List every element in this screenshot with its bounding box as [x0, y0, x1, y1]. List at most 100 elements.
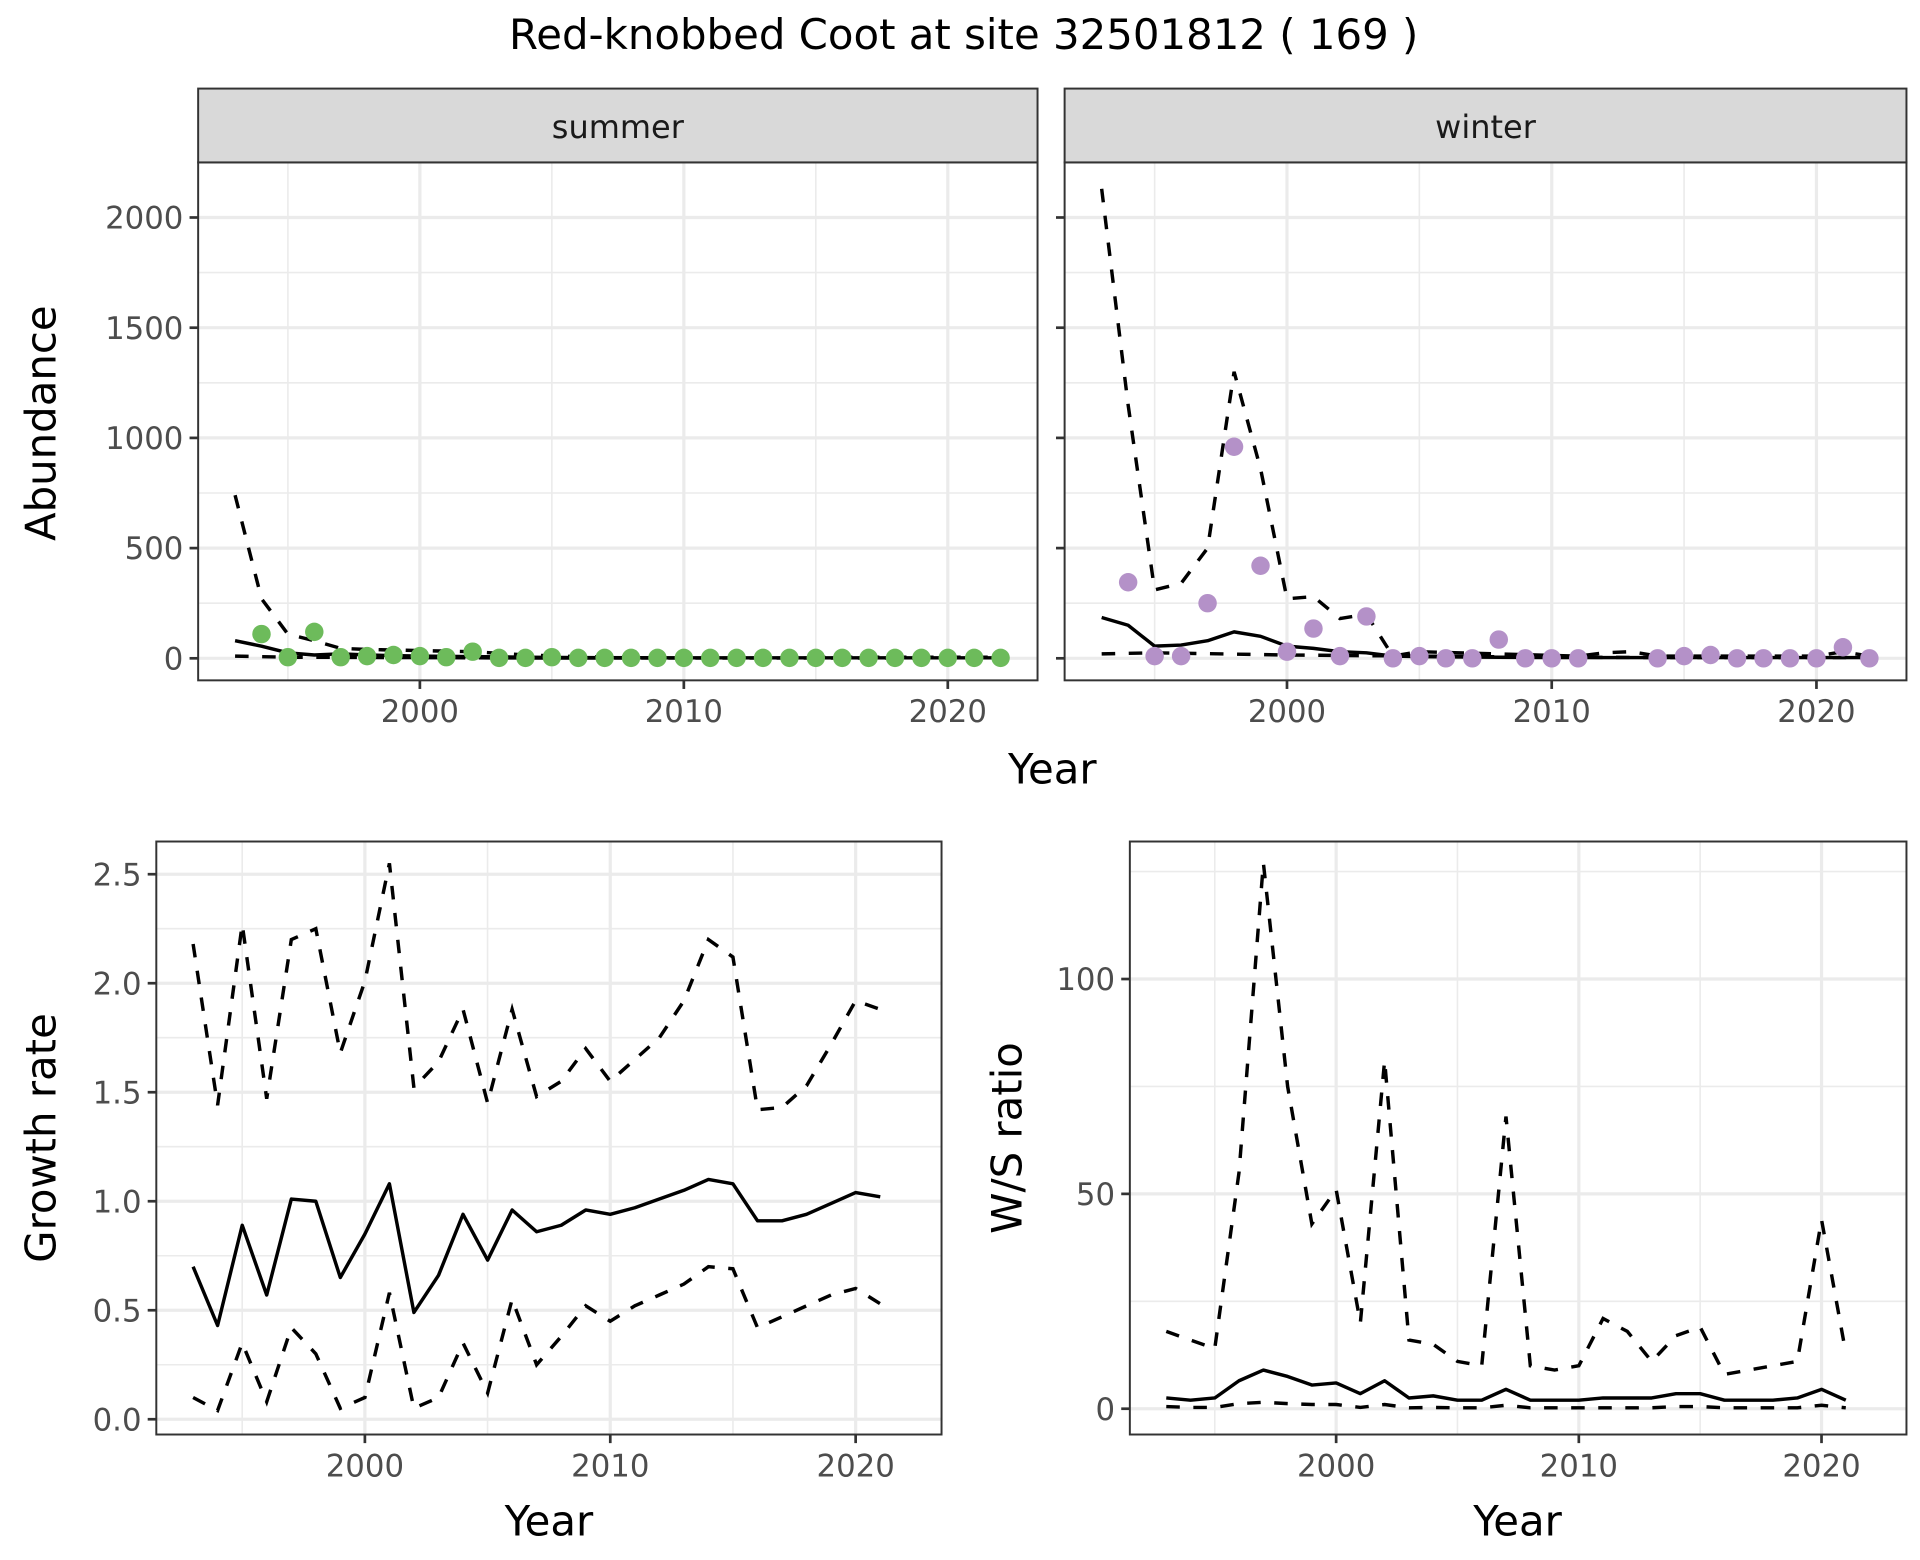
- y-tick-label: 2.5: [93, 857, 142, 893]
- data-point: [1727, 649, 1747, 668]
- y-tick-label: 2.0: [93, 966, 142, 1002]
- plot-background: [198, 162, 1038, 681]
- y-tick-label: 1000: [105, 421, 183, 457]
- data-point: [252, 624, 271, 644]
- y-tick-label: 50: [1076, 1177, 1115, 1213]
- data-point: [1860, 649, 1879, 668]
- data-point: [1701, 645, 1720, 665]
- data-point: [674, 648, 694, 668]
- data-point: [384, 645, 403, 665]
- y-tick-label: 0.0: [93, 1402, 142, 1438]
- x-axis-title-ws: Year: [1472, 1496, 1562, 1545]
- data-point: [1754, 649, 1773, 668]
- x-tick-label: 2010: [571, 1448, 649, 1484]
- x-axis-title-abundance: Year: [1007, 745, 1097, 794]
- x-tick-label: 2020: [1782, 1448, 1860, 1484]
- x-tick-label: 2010: [1513, 694, 1591, 730]
- data-point: [1277, 642, 1297, 661]
- data-point: [964, 648, 984, 668]
- y-axis-title-growth: Growth rate: [16, 1013, 65, 1263]
- data-point: [1833, 638, 1853, 657]
- data-point: [1251, 556, 1270, 575]
- panel-border: [1128, 840, 1908, 1436]
- panel-border: [155, 840, 943, 1436]
- data-point: [1463, 649, 1482, 668]
- data-point: [1489, 630, 1509, 649]
- y-tick-label: 0: [1095, 1392, 1115, 1428]
- data-point: [648, 648, 667, 668]
- y-tick-label: 1500: [105, 311, 183, 347]
- x-tick-label: 2020: [909, 694, 987, 730]
- data-point: [569, 648, 588, 668]
- data-point: [1118, 573, 1138, 592]
- x-tick-label: 2010: [645, 694, 723, 730]
- data-point: [1198, 593, 1217, 613]
- data-point: [832, 648, 852, 668]
- data-point: [1304, 619, 1323, 638]
- data-point: [1224, 437, 1244, 456]
- data-point: [780, 648, 799, 668]
- series-line-lower: [1101, 651, 1870, 660]
- x-tick-label: 2000: [326, 1448, 404, 1484]
- chart-title: Red-knobbed Coot at site 32501812 ( 169 …: [509, 10, 1418, 59]
- facet-label-winter: winter: [1435, 108, 1537, 146]
- data-point: [516, 648, 535, 668]
- data-point: [1542, 649, 1561, 668]
- series-line-upper: [191, 862, 881, 1112]
- data-point: [806, 648, 826, 668]
- panel-abundance-winter: 2000 2010 2020 winter: [1056, 87, 1908, 730]
- data-point: [701, 648, 720, 668]
- y-tick-label: 0: [164, 641, 184, 677]
- data-point: [1410, 646, 1429, 666]
- data-point: [1516, 649, 1535, 668]
- data-point: [437, 647, 456, 667]
- data-point: [1145, 646, 1164, 666]
- data-point: [1436, 649, 1456, 668]
- y-tick-label: 0.5: [93, 1293, 142, 1329]
- plot-background: [1064, 162, 1907, 681]
- data-point: [753, 648, 773, 668]
- data-point: [621, 648, 641, 668]
- data-point: [278, 647, 298, 667]
- x-axis-title-growth: Year: [504, 1496, 594, 1545]
- y-axis-title-ws: W/S ratio: [983, 1042, 1032, 1234]
- data-point: [1383, 649, 1403, 668]
- data-point: [727, 648, 746, 668]
- y-tick-label: 500: [125, 531, 184, 567]
- series-line-lower: [192, 1264, 882, 1413]
- data-point: [410, 646, 430, 666]
- x-tick-label: 2000: [381, 694, 459, 730]
- data-point: [1780, 649, 1800, 668]
- series-line-lower: [1166, 1400, 1846, 1410]
- x-tick-label: 2010: [1540, 1448, 1618, 1484]
- data-point: [859, 648, 878, 668]
- data-point: [463, 642, 482, 661]
- data-point: [1357, 607, 1376, 626]
- data-point: [331, 647, 350, 667]
- panel-growth-rate: 2000 2010 2020 0.0 0.5 1.0 1.5 2.0 2.5: [93, 840, 943, 1484]
- panel-abundance-summer: 2000 2010 2020 0 500 1000 1500 2000 summer: [105, 87, 1039, 730]
- data-point: [912, 648, 931, 668]
- series-line-estimate: [1166, 1368, 1847, 1402]
- data-point: [1674, 646, 1694, 666]
- data-point: [1568, 649, 1588, 668]
- y-axis-title-abundance: Abundance: [16, 305, 65, 541]
- x-tick-label: 2000: [1297, 1448, 1375, 1484]
- facet-label-summer: summer: [552, 108, 685, 146]
- data-point: [991, 648, 1010, 668]
- x-tick-label: 2000: [1248, 694, 1326, 730]
- data-point: [1807, 649, 1826, 668]
- data-point: [357, 646, 377, 666]
- data-point: [1171, 646, 1191, 666]
- data-point: [489, 648, 509, 668]
- data-point: [1648, 649, 1667, 668]
- y-tick-label: 100: [1056, 962, 1115, 998]
- data-point: [938, 648, 958, 668]
- series-line-estimate: [191, 1177, 881, 1328]
- panel-ws-ratio: 2000 2010 2020 0 50 100: [1056, 840, 1908, 1484]
- data-point: [885, 648, 905, 668]
- data-point: [305, 622, 324, 642]
- series-line-lower: [235, 654, 1001, 660]
- y-tick-label: 1.5: [93, 1075, 142, 1111]
